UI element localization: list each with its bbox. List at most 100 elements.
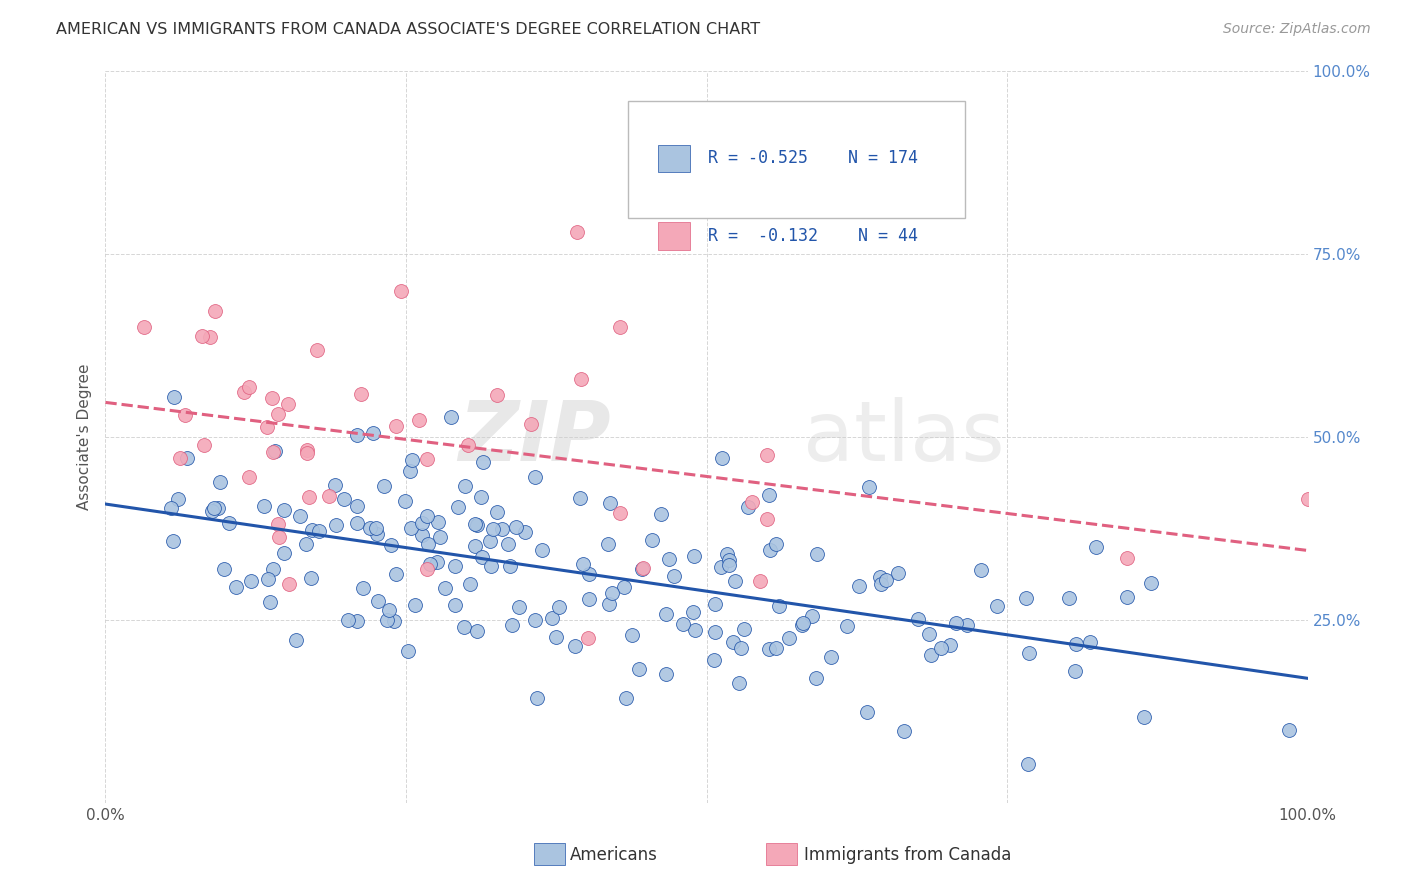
Point <box>305 343 328 358</box>
Point <box>238 469 260 483</box>
Point <box>325 518 347 533</box>
Point <box>225 581 247 595</box>
Point <box>447 500 470 514</box>
Point <box>505 519 527 533</box>
Point <box>578 591 600 606</box>
Point <box>1063 665 1085 679</box>
Point <box>373 479 395 493</box>
Point <box>267 408 290 422</box>
Point <box>1296 492 1319 507</box>
Point <box>364 521 387 535</box>
Point <box>277 397 299 411</box>
Point <box>1116 591 1139 605</box>
Point <box>576 631 599 645</box>
Point <box>332 491 354 506</box>
Point <box>444 599 467 613</box>
Point <box>318 489 340 503</box>
Point <box>359 521 381 535</box>
Point <box>464 517 486 532</box>
Point <box>658 551 681 566</box>
Point <box>655 666 678 681</box>
Point <box>240 574 263 588</box>
FancyBboxPatch shape <box>628 101 965 218</box>
Point <box>284 632 307 647</box>
Point <box>792 615 814 630</box>
Point <box>986 599 1008 613</box>
Point <box>264 444 287 458</box>
Point <box>547 600 569 615</box>
Point <box>1116 550 1139 565</box>
Point <box>710 559 733 574</box>
Point <box>837 619 859 633</box>
Point <box>346 500 368 514</box>
Point <box>858 480 880 494</box>
Point <box>352 581 374 595</box>
Point <box>163 390 186 404</box>
Point <box>202 501 225 516</box>
Point <box>298 490 321 504</box>
Point <box>363 425 385 440</box>
Point <box>920 648 942 662</box>
Point <box>728 675 751 690</box>
Point <box>496 537 519 551</box>
Point <box>366 527 388 541</box>
Point <box>429 530 451 544</box>
Point <box>273 546 295 560</box>
Point <box>256 420 278 434</box>
Point <box>800 609 823 624</box>
Point <box>350 387 373 401</box>
Point <box>288 509 311 524</box>
Point <box>201 504 224 518</box>
Point <box>609 506 631 520</box>
Point <box>718 558 741 573</box>
Point <box>416 561 439 575</box>
Point <box>672 617 695 632</box>
Point <box>200 329 222 343</box>
Y-axis label: Associate's Degree: Associate's Degree <box>77 364 93 510</box>
Point <box>167 492 190 507</box>
Point <box>465 624 488 639</box>
Point <box>464 539 486 553</box>
Point <box>212 562 235 576</box>
Point <box>132 320 155 334</box>
Point <box>394 493 416 508</box>
Point <box>1084 540 1107 554</box>
Point <box>723 635 745 649</box>
Point <box>478 534 501 549</box>
Point <box>323 478 346 492</box>
Point <box>599 496 621 510</box>
Point <box>454 479 477 493</box>
Point <box>631 561 654 575</box>
Point <box>650 507 672 521</box>
Point <box>569 491 592 506</box>
Point <box>765 640 787 655</box>
Point <box>765 537 787 551</box>
Point <box>733 622 755 636</box>
Text: Immigrants from Canada: Immigrants from Canada <box>804 846 1011 863</box>
Point <box>531 542 554 557</box>
Point <box>453 620 475 634</box>
Point <box>716 547 738 561</box>
Point <box>508 599 530 614</box>
Point <box>297 443 319 458</box>
Point <box>565 225 588 239</box>
Point <box>755 512 778 526</box>
Text: AMERICAN VS IMMIGRANTS FROM CANADA ASSOCIATE'S DEGREE CORRELATION CHART: AMERICAN VS IMMIGRANTS FROM CANADA ASSOC… <box>56 22 761 37</box>
Point <box>418 536 440 550</box>
Point <box>385 419 408 434</box>
Point <box>408 412 430 426</box>
Point <box>404 598 426 612</box>
Point <box>848 579 870 593</box>
Point <box>631 561 654 575</box>
Point <box>683 623 706 637</box>
Point <box>191 329 214 343</box>
Point <box>204 303 226 318</box>
Point <box>396 644 419 658</box>
Text: Source: ZipAtlas.com: Source: ZipAtlas.com <box>1223 22 1371 37</box>
Point <box>602 585 624 599</box>
Point <box>427 516 450 530</box>
Point <box>907 611 929 625</box>
Point <box>804 671 827 685</box>
Point <box>346 614 368 628</box>
Point <box>411 516 433 530</box>
